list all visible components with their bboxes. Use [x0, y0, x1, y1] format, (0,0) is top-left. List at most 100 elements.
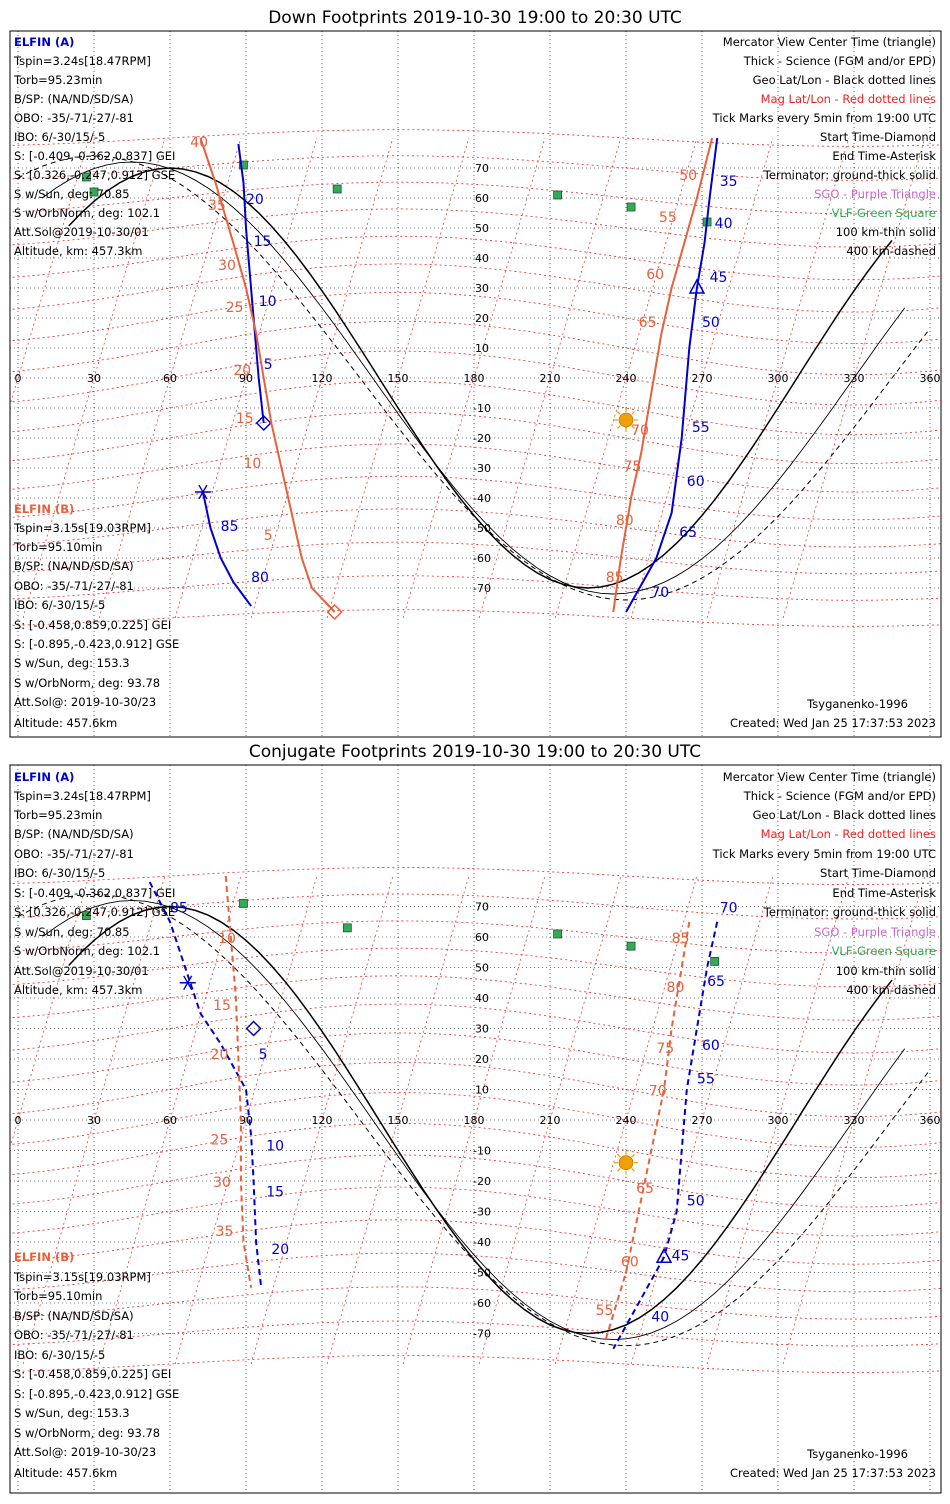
time-tick-label: 40 [715, 216, 733, 232]
time-tick-label: 85 [672, 931, 690, 947]
probe-a-orbnorm: S w/OrbNorm, deg: 102.1 [14, 944, 160, 958]
mag-parallel [10, 1061, 941, 1118]
probe-a-obo: OBO: -35/-71/-27/-81 [14, 847, 134, 861]
legend-400km: 400 km-dashed [846, 983, 936, 997]
panel-down-probe-a-info: ELFIN (A) Tspin=3.24s[18.47RPM] Torb=95.… [13, 35, 175, 258]
vlf-station-marker [332, 184, 342, 194]
lat-tick-label: 10 [475, 1084, 489, 1097]
mag-parallel [10, 575, 941, 601]
time-tick-label: 15 [236, 411, 254, 427]
mag-grid [10, 129, 941, 627]
terminator-400km [17, 155, 931, 601]
lon-tick-label: 270 [692, 1114, 713, 1127]
lat-tick-label: 50 [475, 962, 489, 975]
probe-a-sun: S w/Sun, deg: 70.85 [14, 925, 130, 939]
time-tick-label: 45 [710, 270, 728, 286]
legend-100km: 100 km-thin solid [836, 225, 936, 239]
time-tick-label: 75 [623, 459, 641, 475]
lon-tick-label: 0 [15, 1114, 22, 1127]
legend-terminator: Terminator: ground-thick solid [763, 168, 936, 182]
legend-tick-marks: Tick Marks every 5min from 19:00 UTC [712, 847, 936, 861]
time-tick-label: 10 [259, 294, 277, 310]
probe-b-bsp: B/SP: (NA/ND/SD/SA) [14, 559, 134, 573]
probe-b-ibo: IBO: 6/-30/15/-5 [14, 1348, 105, 1362]
sun-ray [617, 1153, 621, 1158]
mag-meridian [706, 137, 850, 619]
legend-start-time: Start Time-Diamond [820, 866, 936, 880]
track-B-east: 85 80 75 70 65 60 55 [596, 921, 691, 1340]
mag-meridian [554, 137, 698, 619]
track-A-west-2: 85 80 [201, 491, 269, 607]
probe-b-torb: Torb=95.10min [13, 540, 102, 554]
probe-b-attsol: Att.Sol@: 2019-10-30/23 [14, 1445, 156, 1459]
lon-tick-label: 300 [768, 372, 789, 385]
terminator [17, 155, 931, 601]
probe-b-orbnorm: S w/OrbNorm, deg: 93.78 [14, 1426, 160, 1440]
track-A-east: 70 65 60 55 50 45 40 [612, 901, 738, 1350]
lon-tick-label: 300 [768, 1114, 789, 1127]
probe-a-orbnorm: S w/OrbNorm, deg: 102.1 [14, 206, 160, 220]
probe-a-ibo: IBO: 6/-30/15/-5 [14, 866, 105, 880]
mag-parallel [10, 508, 941, 548]
lat-tick-label: 20 [475, 312, 489, 325]
probe-b-orbnorm: S w/OrbNorm, deg: 93.78 [14, 676, 160, 690]
mag-parallel [10, 350, 941, 406]
lon-tick-label: 240 [616, 372, 637, 385]
track-line [199, 137, 336, 613]
lat-tick-label: -60 [473, 1297, 491, 1310]
lon-tick-label: 180 [464, 1114, 485, 1127]
lat-tick-label: 70 [475, 901, 489, 914]
probe-a-obo: OBO: -35/-71/-27/-81 [14, 111, 134, 125]
sun-disc [618, 412, 634, 428]
sun-ray [617, 425, 621, 429]
time-tick-label: 20 [233, 363, 251, 379]
legend-mag-grid: Mag Lat/Lon - Red dotted lines [761, 827, 936, 841]
probe-b-ibo: IBO: 6/-30/15/-5 [14, 598, 105, 612]
probe-a-altitude: Altitude, km: 457.3km [14, 983, 142, 997]
probe-b-name: ELFIN (B) [14, 502, 74, 516]
end-asterisk-icon [183, 975, 193, 991]
mag-meridian [630, 137, 774, 619]
time-tick-label: 55 [596, 1303, 614, 1319]
mag-parallel [10, 475, 941, 521]
time-tick-label: 75 [656, 1041, 674, 1057]
mag-parallel [10, 609, 941, 627]
probe-a-torb: Torb=95.23min [13, 73, 102, 87]
legend-center-time: Mercator View Center Time (triangle) [723, 770, 936, 784]
vlf-station-marker [239, 160, 248, 170]
time-tick-label: 50 [679, 168, 697, 184]
time-tick-label: 85 [170, 901, 188, 917]
track-A-east: 35 40 45 50 55 60 65 70 [625, 137, 738, 613]
lon-tick-label: 210 [540, 1114, 561, 1127]
legend-center-time: Mercator View Center Time (triangle) [723, 35, 936, 49]
probe-b-altitude: Altitude: 457.6km [14, 1466, 117, 1480]
time-tick-label: 45 [672, 1248, 690, 1264]
lat-tick-label: -50 [473, 522, 491, 535]
probe-b-sun: S w/Sun, deg: 153.3 [14, 1406, 130, 1420]
time-tick-label: 70 [631, 423, 649, 439]
time-tick-label: 70 [651, 585, 669, 601]
lat-tick-label: -30 [473, 462, 491, 475]
time-tick-label: 50 [687, 1193, 705, 1209]
lon-tick-label: 120 [312, 1114, 333, 1127]
probe-a-attsol: Att.Sol@2019-10-30/01 [14, 225, 149, 239]
mag-meridian [10, 137, 90, 407]
panel-down-created: Created: Wed Jan 25 17:37:53 2023 [730, 716, 936, 730]
panel-conjugate-created: Created: Wed Jan 25 17:37:53 2023 [730, 1466, 936, 1480]
mag-parallel [10, 541, 941, 575]
lat-tick-label: 40 [475, 252, 489, 265]
time-tick-label: 35 [208, 198, 226, 214]
time-tick-label: 40 [190, 135, 208, 151]
time-tick-label: 10 [266, 1139, 284, 1155]
lat-tick-label: -70 [473, 582, 491, 595]
time-tick-label: 20 [246, 192, 264, 208]
mag-parallel [10, 1186, 941, 1237]
track-line [224, 875, 253, 1288]
legend-tick-marks: Tick Marks every 5min from 19:00 UTC [712, 111, 936, 125]
lon-tick-label: 60 [163, 372, 177, 385]
probe-a-gse: S: [0.326,-0.247,0.912] GSE [14, 905, 175, 919]
track-line [625, 137, 719, 613]
mag-parallel [10, 1003, 941, 1054]
mag-parallel [10, 129, 941, 147]
